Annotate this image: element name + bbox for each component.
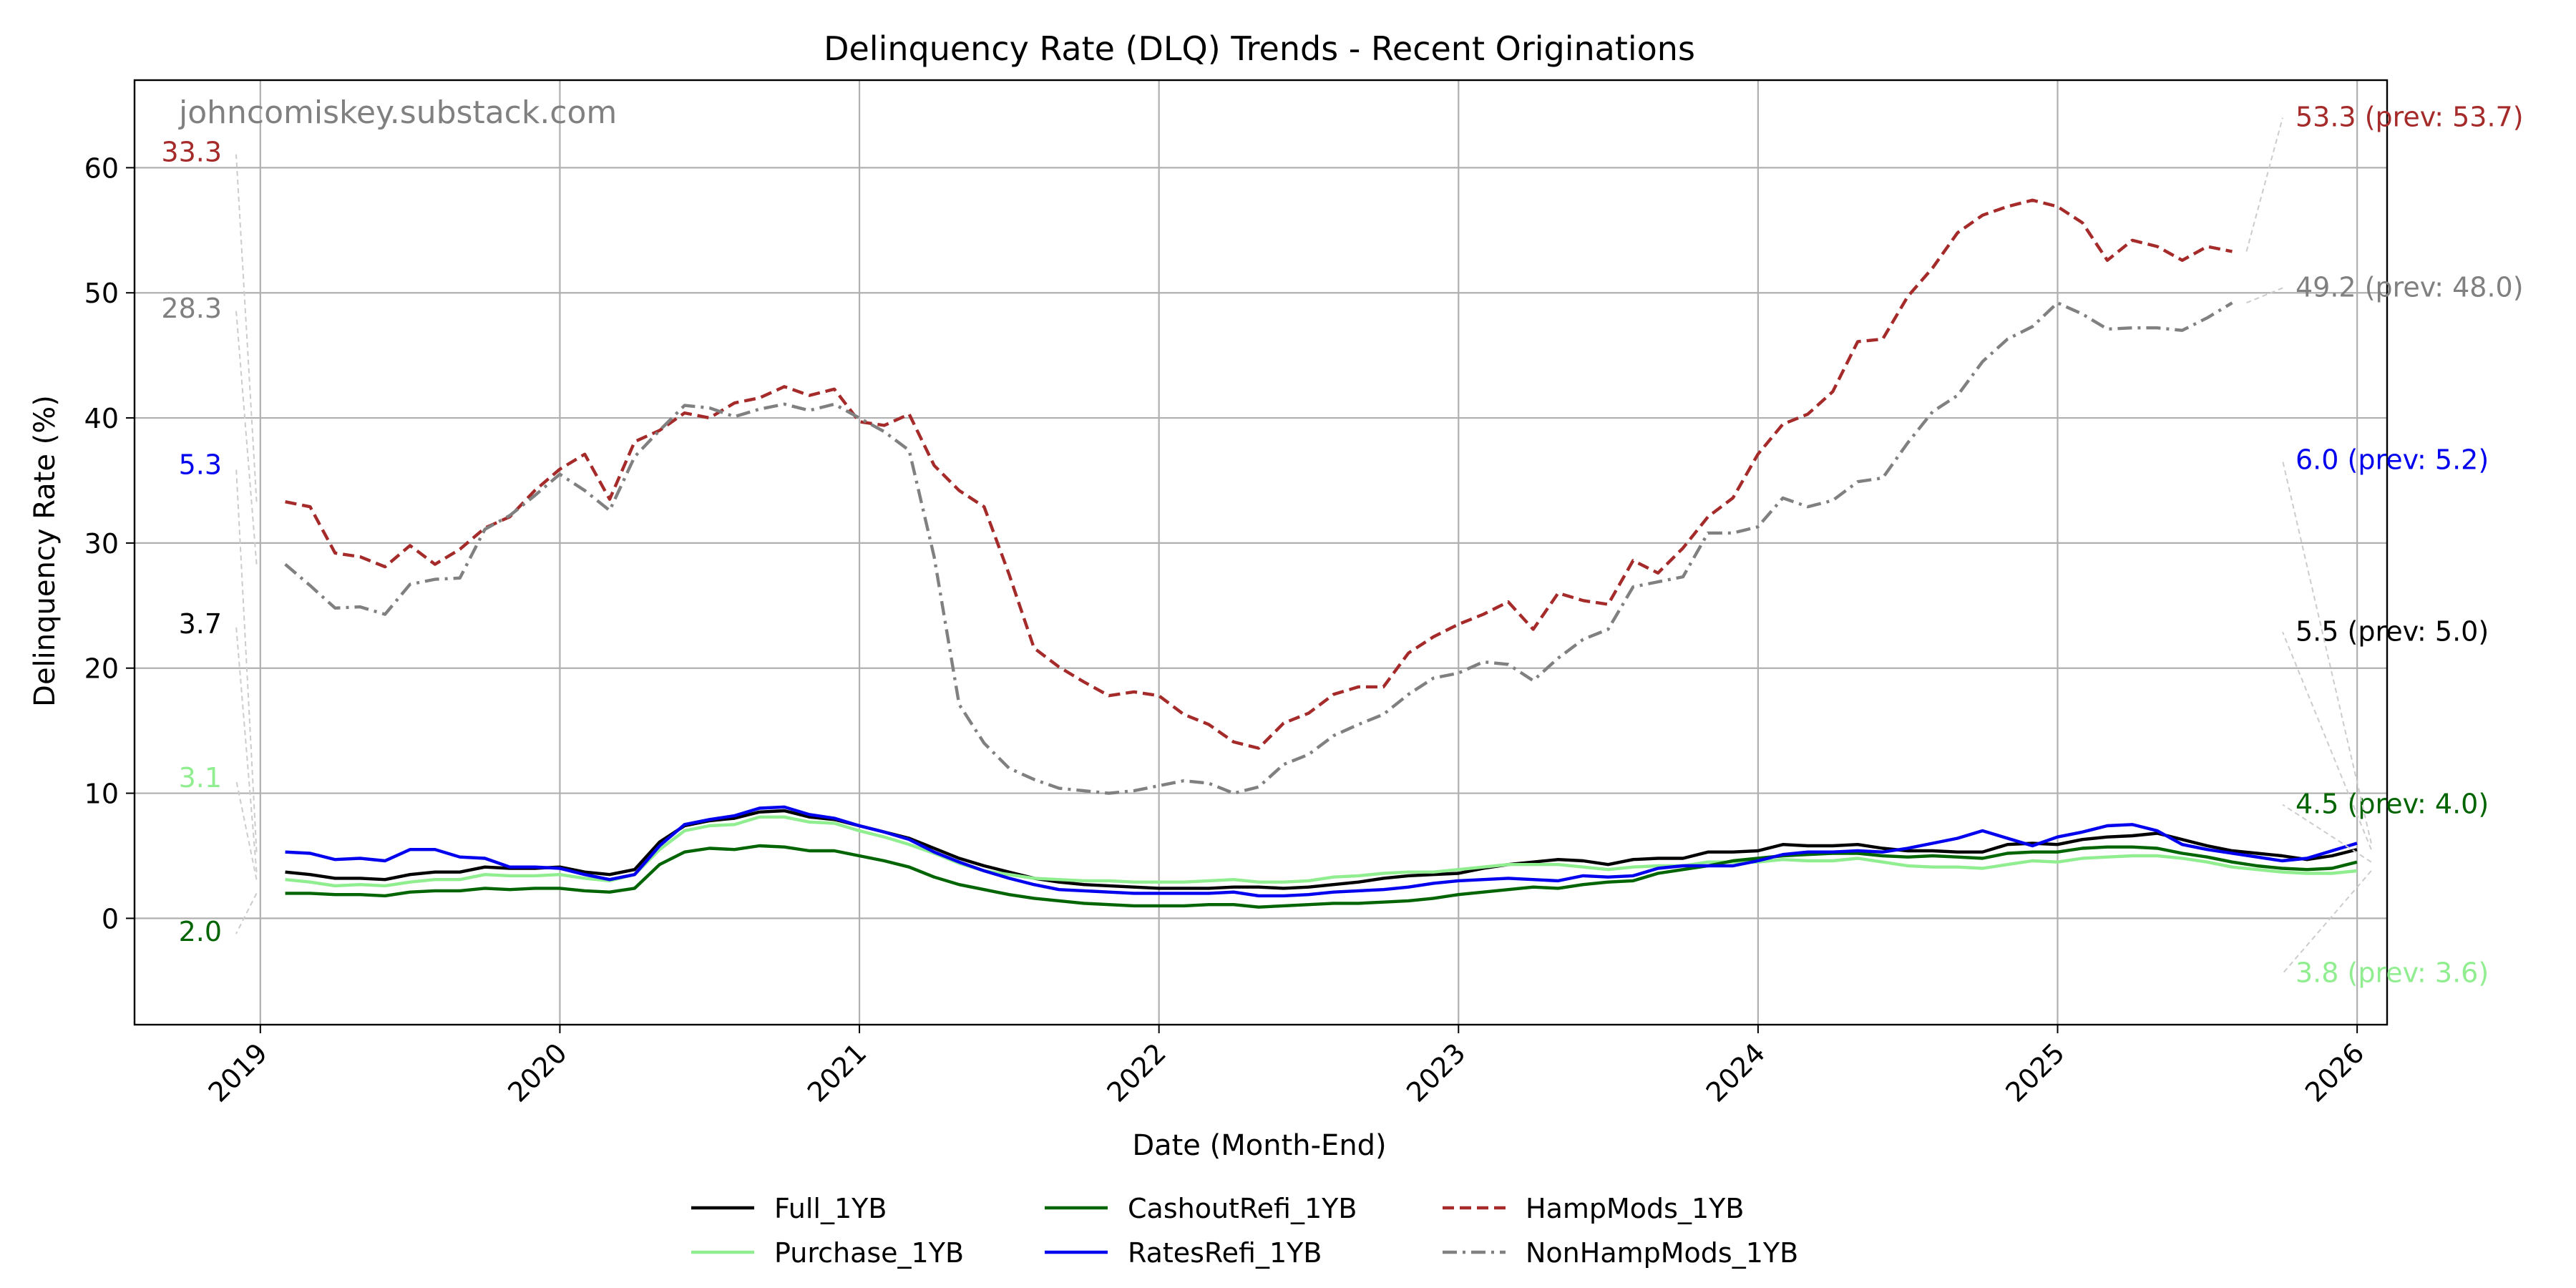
chart-title: Delinquency Rate (DLQ) Trends - Recent O… — [824, 29, 1695, 68]
start-connector — [235, 154, 258, 502]
end-value-label: 53.3 (prev: 53.7) — [2296, 102, 2524, 133]
legend-label: HampMods_1YB — [1526, 1193, 1744, 1224]
legend-label: RatesRefi_1YB — [1128, 1237, 1322, 1269]
legend: Full_1YB Purchase_1YB CashoutRefi_1YB Rates… — [691, 1193, 1798, 1269]
series-line-Full_1YB — [285, 809, 2358, 890]
y-tick-label: 20 — [84, 653, 119, 685]
y-tick-label: 30 — [84, 528, 119, 560]
legend-label: Full_1YB — [774, 1193, 887, 1224]
legend-label: Purchase_1YB — [774, 1237, 964, 1269]
x-tick-label: 2025 — [1999, 1037, 2071, 1108]
end-value-label: 3.8 (prev: 3.6) — [2296, 957, 2489, 989]
start-value-label: 3.7 — [179, 608, 222, 640]
end-connector — [2282, 804, 2372, 863]
y-tick-label: 10 — [84, 779, 119, 810]
x-tick-label: 2019 — [203, 1037, 274, 1108]
x-tick-label: 2020 — [502, 1037, 573, 1108]
watermark: johncomiskey.substack.com — [178, 94, 617, 131]
annotations: 3.7 5.5 (prev: 5.0) 3.1 3.8 (prev: 3.6) 2.0 4… — [161, 102, 2523, 989]
x-tick-label: 2022 — [1101, 1037, 1173, 1108]
end-value-label: 49.2 (prev: 48.0) — [2296, 271, 2524, 303]
start-connector — [235, 892, 258, 935]
y-tick-label: 60 — [84, 152, 119, 184]
start-connector — [235, 467, 258, 852]
end-connector — [2246, 287, 2283, 304]
start-value-label: 28.3 — [161, 293, 222, 324]
end-connector — [2282, 870, 2372, 975]
start-value-label: 5.3 — [179, 449, 222, 481]
legend-label: NonHampMods_1YB — [1526, 1237, 1798, 1269]
end-connector — [2282, 460, 2372, 844]
series-line-RatesRefi_1YB — [285, 805, 2358, 898]
y-tick-label: 50 — [84, 278, 119, 309]
y-tick-label: 0 — [102, 903, 119, 935]
end-connector — [2245, 117, 2283, 252]
legend-label: CashoutRefi_1YB — [1128, 1193, 1357, 1224]
x-tick-label: 2026 — [2299, 1037, 2371, 1108]
end-value-label: 4.5 (prev: 4.0) — [2296, 789, 2489, 820]
plot-frame — [133, 79, 2389, 1026]
end-connector — [2282, 631, 2372, 850]
series-line-NonHampMods_1YB — [284, 301, 2233, 795]
x-tick-label: 2024 — [1700, 1037, 1772, 1108]
series-layer — [284, 198, 2358, 909]
x-axis-label: Date (Month-End) — [1132, 1129, 1386, 1162]
grid-lines — [135, 80, 2387, 1025]
start-value-label: 33.3 — [161, 137, 222, 168]
axes: 0 10 20 30 40 50 60 2019 2020 2021 2022 2023 2024 202… — [84, 152, 2371, 1108]
y-tick-label: 40 — [84, 403, 119, 434]
series-line-HampMods_1YB — [285, 198, 2233, 750]
start-connector — [235, 779, 258, 880]
start-value-label: 3.1 — [179, 762, 222, 794]
end-value-label: 5.5 (prev: 5.0) — [2296, 615, 2489, 647]
x-tick-label: 2023 — [1400, 1037, 1472, 1108]
y-axis-label: Delinquency Rate (%) — [29, 395, 62, 707]
start-value-label: 2.0 — [179, 916, 222, 947]
x-tick-label: 2021 — [801, 1037, 873, 1108]
end-value-label: 6.0 (prev: 5.2) — [2296, 444, 2489, 476]
series-line-CashoutRefi_1YB — [285, 844, 2358, 909]
start-connector — [235, 625, 258, 872]
